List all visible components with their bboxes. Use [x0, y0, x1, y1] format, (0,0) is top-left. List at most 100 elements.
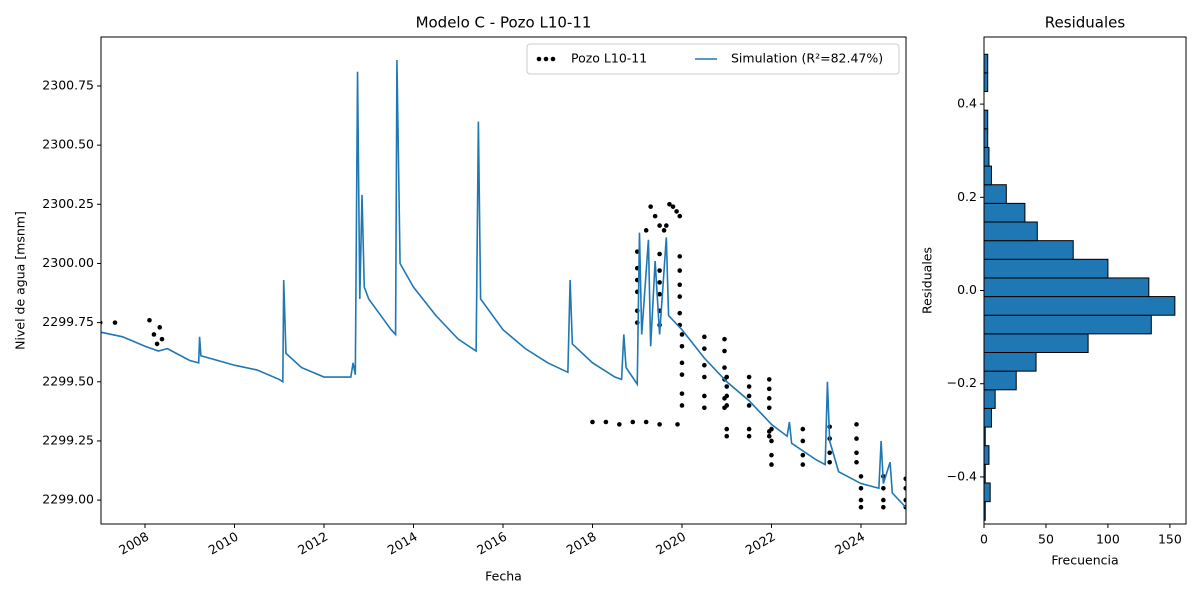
- observation-point: [679, 391, 685, 396]
- observation-point: [854, 450, 859, 456]
- y-tick-label: −0.2: [947, 375, 977, 390]
- observation-point: [858, 474, 864, 479]
- x-tick-label: 2016: [474, 529, 509, 558]
- histogram-bar: [983, 258, 1109, 279]
- observation-point: [657, 280, 662, 285]
- x-tick-label: 50: [1038, 532, 1054, 547]
- observation-point: [722, 336, 727, 342]
- observation-point: [854, 459, 859, 465]
- observation-point: [679, 360, 685, 366]
- plot-area: [101, 59, 906, 510]
- observation-point: [746, 433, 752, 439]
- legend-marker: [543, 56, 549, 62]
- legend-label: Pozo L10-11: [571, 51, 647, 66]
- observation-point: [677, 282, 683, 288]
- chart-title: Modelo C - Pozo L10-11: [416, 14, 592, 32]
- histogram-bar: [983, 314, 1152, 335]
- observation-point: [903, 476, 906, 482]
- observation-point: [679, 332, 685, 337]
- observation-point: [617, 422, 622, 427]
- y-tick-label: 2300.00: [42, 255, 94, 270]
- observation-point: [643, 419, 649, 425]
- histogram-bar: [983, 333, 1089, 354]
- observation-point: [858, 497, 864, 503]
- observation-point: [766, 433, 772, 439]
- plot-frame: [100, 36, 907, 525]
- histogram-bar: [983, 72, 989, 93]
- simulation-line: [101, 59, 906, 508]
- y-tick-label: 2299.75: [42, 314, 94, 329]
- x-tick-label: 150: [1158, 532, 1182, 547]
- observation-point: [746, 374, 752, 380]
- observation-point: [766, 405, 772, 411]
- observation-point: [724, 403, 730, 408]
- histogram-bar: [983, 482, 991, 503]
- observation-point: [157, 325, 163, 330]
- x-axis-label: Frecuencia: [1051, 553, 1118, 568]
- observation-point: [679, 403, 685, 408]
- y-axis-label: Residuales: [920, 247, 935, 314]
- observation-point: [677, 254, 683, 259]
- observation-point: [702, 334, 707, 340]
- histogram-bar: [983, 184, 1007, 204]
- observation-point: [590, 419, 595, 425]
- observation-point: [677, 268, 683, 273]
- y-tick-label: 0.4: [957, 96, 977, 111]
- observation-point: [858, 504, 864, 510]
- histogram-bar: [983, 53, 989, 74]
- observation-point: [657, 422, 662, 427]
- x-axis-label: Fecha: [485, 569, 522, 584]
- x-tick-label: 100: [1096, 532, 1120, 547]
- observation-point: [724, 426, 730, 432]
- observation-point: [147, 317, 152, 323]
- observation-point: [722, 348, 727, 354]
- x-tick-label: 2014: [385, 529, 420, 558]
- x-tick-label: 0: [980, 532, 988, 547]
- observation-point: [702, 405, 707, 411]
- observation-point: [800, 462, 806, 467]
- observation-point: [657, 251, 662, 257]
- chart-title: Residuales: [1045, 14, 1126, 32]
- histogram-bar: [983, 240, 1074, 260]
- observation-point: [657, 223, 662, 228]
- histogram-bar: [983, 146, 990, 167]
- observation-point: [724, 433, 730, 439]
- observation-point: [677, 294, 683, 299]
- plot-frame: [983, 36, 1187, 525]
- y-tick-label: 2299.50: [42, 373, 94, 388]
- histogram-bar: [983, 277, 1150, 298]
- observation-point: [664, 223, 669, 228]
- observation-point: [667, 202, 672, 207]
- observation-point: [679, 343, 685, 349]
- y-axis-label: Nivel de agua [msnm]: [13, 211, 28, 350]
- observation-point: [154, 341, 160, 347]
- histogram-bar: [983, 296, 1176, 316]
- y-tick-label: 2300.25: [42, 196, 94, 211]
- y-tick-label: 2300.75: [42, 77, 94, 92]
- observation-point: [800, 452, 806, 458]
- observation-point: [800, 426, 806, 432]
- observation-point: [724, 393, 730, 399]
- observation-point: [903, 485, 906, 491]
- y-tick-label: 0.2: [957, 189, 977, 204]
- histogram-bar: [983, 128, 989, 148]
- observation-point: [903, 497, 906, 503]
- histogram-bar: [983, 352, 1037, 372]
- observation-point: [151, 332, 157, 337]
- observation-point: [702, 393, 707, 399]
- observation-point: [657, 291, 662, 297]
- x-tick-label: 2010: [206, 529, 241, 558]
- observation-point: [679, 372, 685, 377]
- observation-point: [674, 209, 679, 214]
- histogram-bar: [983, 202, 1026, 223]
- observation-point: [827, 450, 832, 456]
- y-tick-label: −0.4: [947, 468, 977, 483]
- observation-point: [670, 204, 676, 209]
- histogram-bar: [983, 221, 1038, 242]
- observation-point: [724, 384, 730, 389]
- observation-point: [769, 438, 774, 444]
- observation-point: [702, 374, 707, 380]
- observation-point: [746, 426, 752, 432]
- observation-point: [881, 485, 886, 491]
